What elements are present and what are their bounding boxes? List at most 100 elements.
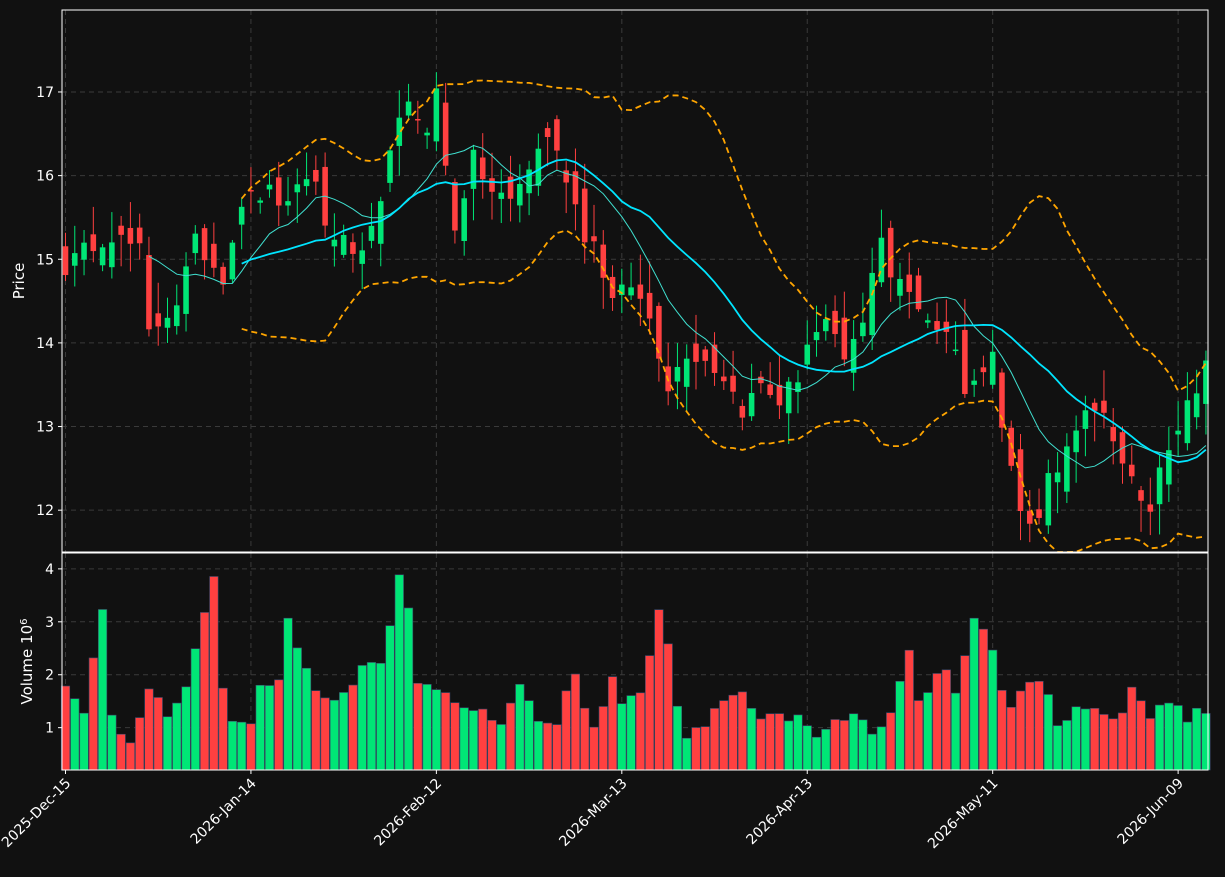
candle-body	[674, 366, 681, 382]
volume-bar	[821, 728, 831, 771]
volume-bar	[1145, 718, 1155, 771]
price-ytick-label: 16	[36, 169, 54, 185]
volume-bar	[422, 684, 432, 771]
volume-bar	[320, 697, 330, 771]
volume-bar	[88, 657, 98, 771]
volume-bar	[292, 647, 302, 771]
volume-bar	[849, 713, 859, 771]
candle-body	[173, 305, 180, 327]
candle-body	[479, 157, 486, 180]
volume-bar	[394, 574, 404, 771]
price-ytick-label: 12	[36, 503, 54, 519]
volume-bar	[302, 667, 312, 771]
volume-bar	[1117, 712, 1128, 771]
candle-body	[554, 119, 560, 151]
candle-body	[878, 237, 885, 283]
candle-body	[1036, 509, 1042, 518]
volume-bar	[264, 685, 275, 771]
volume-bar	[765, 713, 775, 771]
volume-bar	[756, 718, 766, 771]
candle-body	[850, 338, 857, 373]
candle-body	[730, 375, 736, 392]
volume-bar	[181, 686, 191, 771]
candle-body	[415, 118, 421, 121]
candle-body	[248, 190, 254, 192]
volume-bar	[886, 712, 896, 771]
candle-body	[887, 227, 894, 278]
candle-body	[1147, 504, 1154, 512]
volume-bar	[737, 691, 747, 771]
candle-body	[693, 343, 699, 362]
candle-body	[211, 243, 217, 268]
volume-bar	[802, 725, 812, 771]
candle-body	[405, 101, 412, 116]
volume-bar	[784, 720, 794, 771]
candle-body	[377, 201, 384, 244]
volume-bar	[1192, 707, 1202, 771]
volume-bar	[459, 707, 469, 771]
volume-bar	[227, 720, 237, 771]
volume-bar	[747, 708, 757, 771]
volume-bar	[329, 699, 339, 771]
volume-bar	[431, 689, 441, 771]
candle-body	[387, 150, 393, 183]
volume-bar	[98, 609, 108, 771]
candle-body	[989, 351, 996, 385]
volume-bar	[357, 665, 367, 771]
volume-bar	[607, 676, 618, 771]
candle-body	[183, 266, 189, 314]
volume-bar	[830, 719, 840, 771]
volume-bar	[913, 700, 924, 771]
candle-body	[628, 287, 634, 296]
volume-bar	[997, 690, 1007, 771]
volume-bar	[932, 673, 942, 771]
candle-body	[118, 225, 124, 235]
candle-body	[294, 184, 301, 193]
volume-bar	[635, 692, 645, 771]
candle-body	[600, 244, 607, 278]
volume-bar	[1053, 725, 1063, 771]
volume-bar	[441, 692, 451, 771]
candle-body	[192, 233, 199, 254]
candle-body	[785, 381, 792, 414]
ma-fast-line	[148, 144, 1207, 469]
candle-body	[155, 313, 161, 327]
candle-body	[934, 321, 940, 330]
volume-bar	[237, 721, 247, 771]
volume-bar	[524, 700, 534, 771]
candle-body	[81, 242, 87, 260]
candle-body	[99, 247, 106, 266]
volume-bar	[663, 643, 673, 771]
candle-body	[943, 321, 950, 332]
volume-bar	[1173, 705, 1183, 771]
volume-bar	[709, 708, 720, 771]
candle-body	[841, 317, 848, 360]
candle-body	[823, 319, 829, 332]
volume-bar	[60, 685, 71, 771]
volume-bar	[162, 716, 173, 771]
candle-body	[952, 349, 959, 352]
candle-body	[999, 372, 1005, 428]
candle-body	[461, 198, 467, 242]
volume-bar	[580, 707, 590, 771]
candle-body	[1045, 473, 1052, 526]
candle-body	[257, 200, 263, 203]
volume-bar	[505, 702, 516, 771]
candle-body	[1193, 393, 1200, 418]
candle-body	[767, 384, 773, 395]
volume-ytick-label: 3	[45, 615, 54, 631]
volume-bar	[1034, 681, 1044, 771]
volume-bar	[283, 617, 293, 771]
volume-bar	[774, 713, 784, 771]
volume-bar	[951, 692, 961, 771]
volume-bar	[468, 710, 479, 771]
candle-body	[971, 380, 977, 385]
candle-body	[581, 188, 588, 243]
volume-bar	[515, 684, 525, 771]
volume-bar	[700, 726, 710, 771]
candle-body	[238, 206, 245, 225]
candle-body	[424, 132, 430, 136]
volume-bar	[209, 576, 219, 771]
volume-bar	[1164, 702, 1174, 771]
